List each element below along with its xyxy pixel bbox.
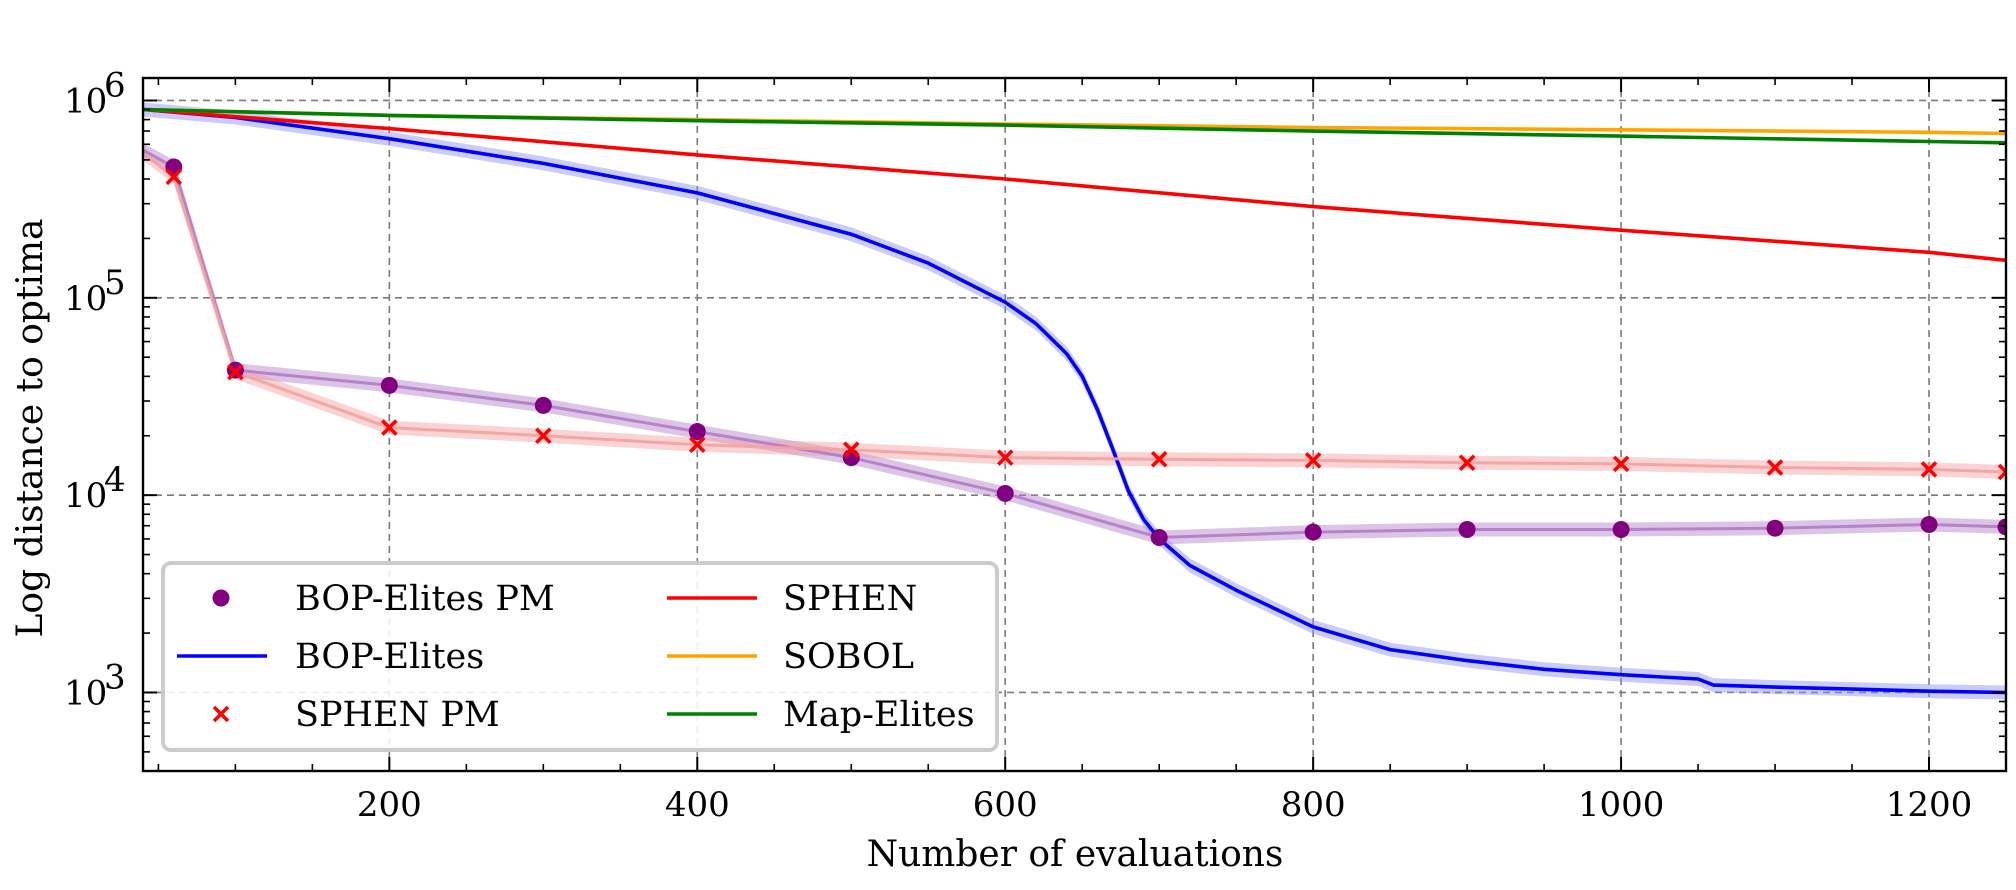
y-tick-exponent: 5 [104,263,126,303]
marker-sphen-pm-800 [1304,452,1322,469]
marker-bop-elites-pm-800 [1304,523,1322,541]
marker-stroke [996,449,1014,466]
legend-symbol-x [212,705,230,723]
y-axis-title: Log distance to optima [10,218,51,637]
y-tick-label-10e5: 105 [64,263,126,319]
marker-stroke [1920,461,1938,478]
legend-entry-bop-elites-pm: BOP-Elites PM [212,579,555,619]
marker-stroke [689,436,706,454]
marker-stroke [165,168,183,186]
marker-stroke [1458,454,1476,471]
y-tick-base: 10 [64,476,107,516]
legend-label: BOP-Elites [295,637,484,677]
marker-bop-elites-pm-200 [380,376,398,394]
marker-stroke [1150,450,1168,468]
marker-stroke [227,363,244,381]
legend-entry-bop-elites: BOP-Elites [177,637,484,677]
y-tick-label-10e6: 106 [64,65,126,121]
legend: BOP-Elites PM BOP-Elites SPHEN PM SPHEN SOBO… [161,561,999,752]
legend-label: SPHEN PM [295,695,500,735]
y-tick-base: 10 [64,279,107,319]
marker-stroke [1997,463,2006,475]
marker-stroke [842,441,860,458]
marker-sphen-pm-1200 [1920,461,1938,478]
marker-bop-elites-pm-1250 [1997,518,2006,536]
y-tick-label-10e4: 104 [64,460,126,516]
legend-entry-sobol: SOBOL [667,637,914,677]
marker-bop-elites-pm-1000 [1612,520,1630,538]
legend-label: BOP-Elites PM [295,579,555,619]
x-tick-label-600: 600 [973,785,1038,825]
marker-stroke [1612,455,1630,473]
legend-label: Map-Elites [783,695,975,735]
marker-bop-elites-pm-900 [1458,520,1476,538]
marker-sphen-pm-200 [381,419,398,436]
marker-bop-elites-pm-1200 [1920,515,1938,533]
y-tick-exponent: 4 [104,460,126,500]
series-markers [165,158,2006,547]
axis-ticks [143,78,2007,772]
marker-sphen-pm-500 [842,441,860,458]
marker-bop-elites-pm-1100 [1766,519,1784,537]
legend-entry-sphen: SPHEN [667,579,917,619]
legend-entry-map-elites: Map-Elites [667,695,975,735]
y-tick-exponent: 3 [104,657,126,697]
marker-sphen-pm-900 [1458,454,1476,471]
marker-stroke [535,427,552,445]
x-tick-label-200: 200 [357,785,422,825]
legend-label: SOBOL [783,637,914,677]
marker-stroke [1304,452,1322,469]
y-tick-base: 10 [64,81,107,121]
marker-sphen-pm-100 [227,363,244,381]
marker-sphen-pm-600 [996,449,1014,466]
y-tick-label-10e3: 103 [64,657,126,713]
marker-sphen-pm-700 [1150,450,1168,468]
marker-sphen-pm-1100 [1766,459,1784,476]
x-axis-title: Number of evaluations [867,834,1284,875]
axes-border [141,76,2008,773]
plot-area [143,78,2006,771]
legend-label: SPHEN [783,579,917,619]
x-tick-label-800: 800 [1281,785,1346,825]
marker-sphen-pm-300 [535,427,552,445]
x-tick-label-1000: 1000 [1578,785,1665,825]
marker-sphen-pm-1250 [1997,463,2006,481]
x-tick-labels: 200 400 600 800 1000 1200 [357,785,1972,825]
x-tick-label-1200: 1200 [1886,785,1973,825]
line-bop-elites [143,107,2006,695]
marker-bop-elites-pm-600 [996,484,1014,502]
marker-stroke [381,419,398,436]
x-tick-label-400: 400 [665,785,730,825]
legend-entries: BOP-Elites PM BOP-Elites SPHEN PM SPHEN SOBO… [177,579,975,735]
line-sphen [143,107,2006,263]
legend-symbol-circle [212,589,230,607]
line-map-elites [143,107,2006,145]
marker-sphen-pm-400 [689,436,706,454]
marker-bop-elites-pm-300 [534,396,552,414]
marker-stroke [1766,459,1784,476]
marker-bop-elites-pm-400 [688,423,706,441]
axes-frame [141,76,2008,773]
marker-stroke [1997,469,2006,481]
y-tick-exponent: 6 [104,65,126,105]
marker-sphen-pm-1000 [1612,455,1630,473]
marker-bop-elites-pm-700 [1150,529,1168,547]
legend-entry-sphen-pm: SPHEN PM [212,695,500,735]
y-tick-base: 10 [64,673,107,713]
legend-box [161,561,999,752]
marker-sphen-pm-60 [165,168,183,186]
